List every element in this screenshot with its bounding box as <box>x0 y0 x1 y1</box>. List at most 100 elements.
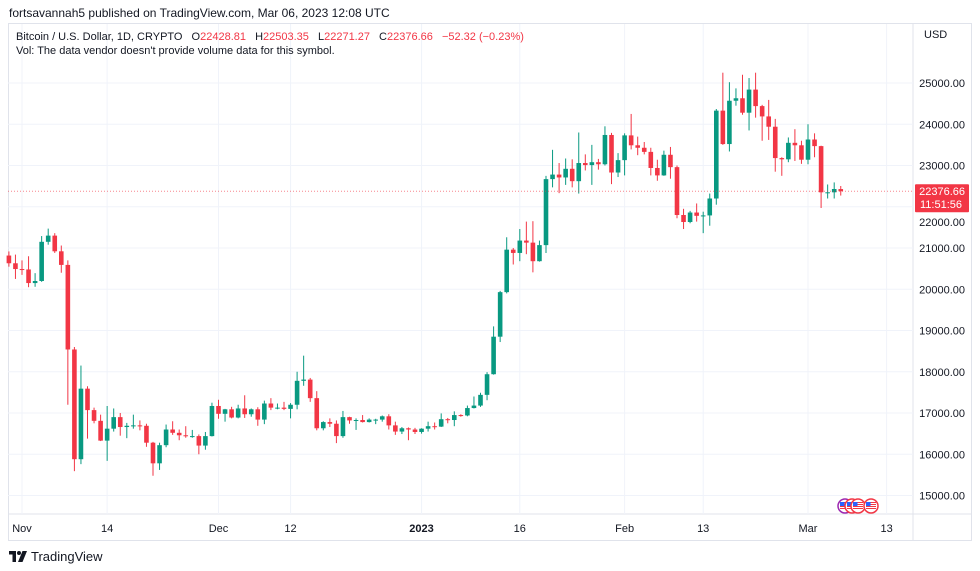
candle[interactable] <box>150 441 156 476</box>
candle[interactable] <box>26 256 31 288</box>
candle[interactable] <box>635 136 640 156</box>
candle[interactable] <box>727 82 732 152</box>
candle[interactable] <box>19 260 25 275</box>
candle[interactable] <box>85 386 90 439</box>
candle[interactable] <box>753 72 758 118</box>
candle[interactable] <box>65 260 71 405</box>
candle[interactable] <box>412 427 418 435</box>
candle[interactable] <box>373 418 378 425</box>
candle[interactable] <box>170 421 175 435</box>
candle[interactable] <box>242 395 247 418</box>
candle[interactable] <box>98 414 103 442</box>
candle[interactable] <box>491 326 496 375</box>
candle[interactable] <box>321 421 326 431</box>
candle[interactable] <box>281 401 287 411</box>
candle[interactable] <box>720 72 726 145</box>
candle[interactable] <box>524 221 529 255</box>
economic-events[interactable] <box>837 498 879 514</box>
candle[interactable] <box>157 442 162 470</box>
economic-events-us-flag-icon[interactable] <box>863 498 879 514</box>
candle[interactable] <box>183 426 189 438</box>
candle[interactable] <box>45 228 51 245</box>
candle[interactable] <box>137 420 143 431</box>
candle[interactable] <box>117 413 123 436</box>
candle[interactable] <box>537 240 542 262</box>
economic-events-us-flag-icon[interactable] <box>850 498 866 514</box>
candle[interactable] <box>681 208 686 230</box>
candle[interactable] <box>569 159 575 188</box>
candle[interactable] <box>759 104 765 141</box>
candle[interactable] <box>779 157 785 176</box>
candle[interactable] <box>694 203 699 222</box>
candle[interactable] <box>786 137 791 163</box>
candle[interactable] <box>353 418 359 430</box>
candle[interactable] <box>818 145 824 208</box>
candle[interactable] <box>530 221 536 273</box>
candle[interactable] <box>111 408 116 432</box>
candle[interactable] <box>379 415 385 422</box>
candle[interactable] <box>556 163 562 194</box>
tradingview-brand[interactable]: TradingView <box>9 549 103 564</box>
candle[interactable] <box>347 416 352 424</box>
currency-label[interactable]: USD <box>924 29 948 41</box>
candle[interactable] <box>497 290 503 343</box>
candle[interactable] <box>248 408 254 417</box>
candle[interactable] <box>307 377 313 402</box>
candle[interactable] <box>288 403 293 419</box>
candle[interactable] <box>517 229 523 262</box>
candle[interactable] <box>360 415 365 423</box>
candle[interactable] <box>576 132 582 194</box>
candle[interactable] <box>471 396 477 409</box>
candle[interactable] <box>641 141 647 155</box>
candle[interactable] <box>707 193 713 226</box>
candle[interactable] <box>812 133 817 158</box>
candle[interactable] <box>334 420 339 444</box>
candle[interactable] <box>655 159 660 181</box>
candle[interactable] <box>687 210 693 224</box>
candle[interactable] <box>792 129 798 161</box>
candle[interactable] <box>222 408 228 422</box>
candle[interactable] <box>740 74 745 115</box>
candle[interactable] <box>484 372 490 401</box>
candle[interactable] <box>39 236 44 282</box>
candle[interactable] <box>216 399 221 419</box>
candle[interactable] <box>229 406 234 419</box>
candle[interactable] <box>176 429 182 441</box>
candle[interactable] <box>615 153 621 178</box>
candle[interactable] <box>78 365 84 465</box>
candle[interactable] <box>609 132 614 185</box>
candle[interactable] <box>504 237 509 294</box>
candle[interactable] <box>425 421 431 432</box>
candle[interactable] <box>13 254 18 279</box>
candle[interactable] <box>209 402 215 437</box>
candle[interactable] <box>59 245 64 273</box>
candle[interactable] <box>235 404 241 419</box>
candle[interactable] <box>255 407 261 426</box>
candle[interactable] <box>445 417 451 424</box>
candle[interactable] <box>700 211 706 234</box>
candle[interactable] <box>196 434 202 455</box>
candle[interactable] <box>163 424 169 448</box>
candle[interactable] <box>340 410 346 438</box>
candle[interactable] <box>733 88 739 106</box>
candle[interactable] <box>452 411 457 427</box>
candle[interactable] <box>838 185 844 196</box>
candle[interactable] <box>275 403 280 410</box>
candle[interactable] <box>563 158 568 185</box>
candle[interactable] <box>203 431 208 450</box>
candle[interactable] <box>478 392 483 407</box>
legend-symbol[interactable]: Bitcoin / U.S. Dollar, 1D, CRYPTO <box>16 31 183 43</box>
candle[interactable] <box>144 423 149 447</box>
candle[interactable] <box>314 391 320 431</box>
candle[interactable] <box>419 428 424 434</box>
candle[interactable] <box>366 418 372 423</box>
candle[interactable] <box>6 251 12 267</box>
candle[interactable] <box>622 133 627 176</box>
candle[interactable] <box>327 418 333 428</box>
candle[interactable] <box>714 108 719 205</box>
candle[interactable] <box>766 99 771 140</box>
candle[interactable] <box>91 407 97 424</box>
candle[interactable] <box>628 113 634 150</box>
candle[interactable] <box>589 144 595 185</box>
